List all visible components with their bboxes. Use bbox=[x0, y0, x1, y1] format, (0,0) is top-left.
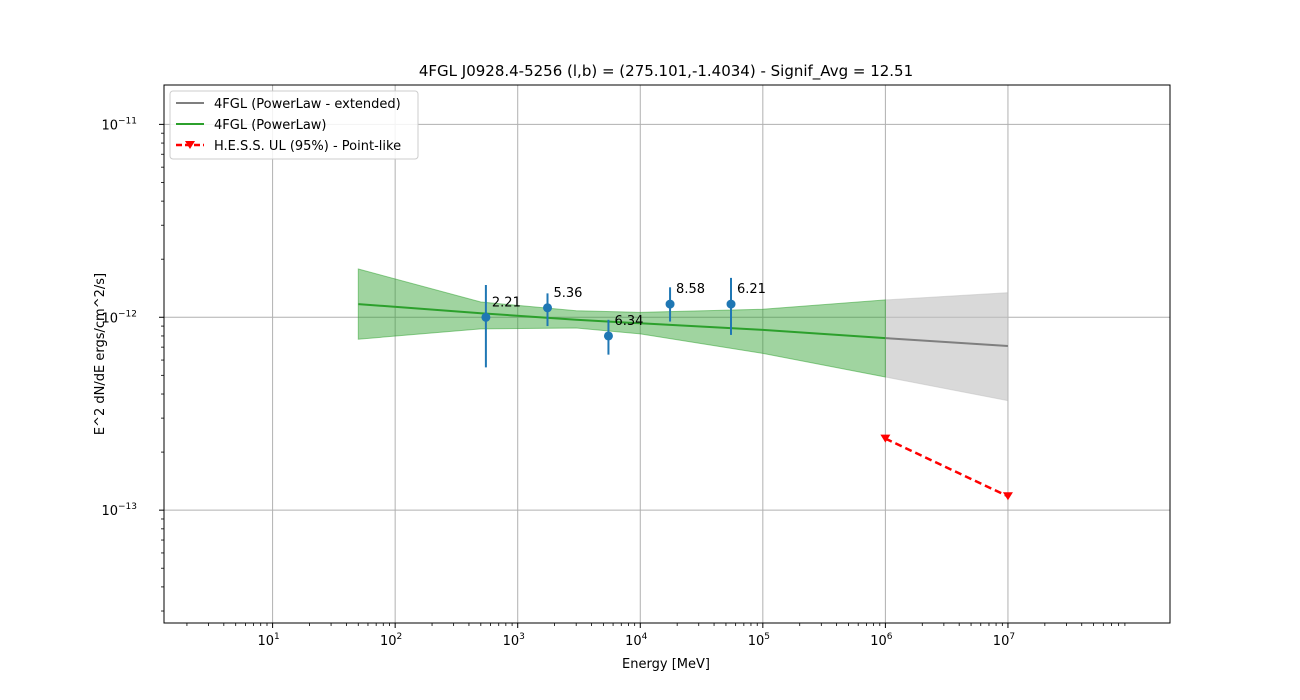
data-point bbox=[481, 312, 491, 322]
legend-label-hess: H.E.S.S. UL (95%) - Point-like bbox=[214, 139, 401, 154]
point-label: 6.21 bbox=[737, 282, 766, 297]
y-axis-label: E^2 dN/dE ergs/cm^2/s] bbox=[93, 273, 108, 435]
grid-lines bbox=[164, 85, 1170, 623]
x-axis-ticks: 101 102 103 104 105 106 107 bbox=[186, 623, 1126, 649]
y-axis-ticks: 10−13 10−12 10−11 bbox=[101, 116, 164, 612]
point-label: 8.58 bbox=[676, 282, 705, 297]
point-label: 2.21 bbox=[492, 295, 521, 310]
y-tick-label: 10−13 bbox=[101, 502, 137, 519]
y-tick-label: 10−12 bbox=[101, 309, 137, 326]
x-tick-label: 102 bbox=[380, 632, 402, 649]
legend-box bbox=[169, 90, 419, 160]
plot-frame bbox=[163, 84, 1171, 624]
x-tick-label: 106 bbox=[870, 632, 893, 649]
hess-ul-marker bbox=[1002, 492, 1013, 501]
x-tick-label: 107 bbox=[993, 632, 1015, 649]
legend: 4FGL (PowerLaw - extended) 4FGL (PowerLa… bbox=[169, 90, 419, 160]
data-point bbox=[726, 299, 736, 309]
x-axis-label: Energy [MeV] bbox=[622, 657, 710, 672]
extended-line bbox=[885, 337, 1008, 347]
hess-ul-marker bbox=[880, 434, 891, 443]
x-tick-label: 101 bbox=[257, 632, 279, 649]
y-tick-label: 10−11 bbox=[101, 116, 137, 133]
data-point bbox=[665, 299, 675, 309]
extended-band bbox=[884, 292, 1009, 402]
x-tick-label: 104 bbox=[625, 632, 648, 649]
x-tick-label: 103 bbox=[503, 632, 525, 649]
data-point bbox=[603, 331, 613, 341]
chart-title: 4FGL J0928.4-5256 (l,b) = (275.101,-1.40… bbox=[419, 62, 913, 81]
data-points: 2.21 5.36 6.34 8.58 6.21 bbox=[481, 277, 766, 368]
x-tick-label: 105 bbox=[748, 632, 770, 649]
point-label: 5.36 bbox=[553, 286, 582, 301]
hess-ul-line bbox=[884, 437, 1009, 498]
hess-upper-limit bbox=[880, 434, 1013, 501]
legend-label-powerlaw: 4FGL (PowerLaw) bbox=[214, 118, 327, 133]
point-label: 6.34 bbox=[614, 314, 643, 329]
data-point bbox=[542, 303, 552, 313]
legend-marker-hess bbox=[185, 141, 195, 149]
legend-label-extended: 4FGL (PowerLaw - extended) bbox=[214, 97, 401, 112]
